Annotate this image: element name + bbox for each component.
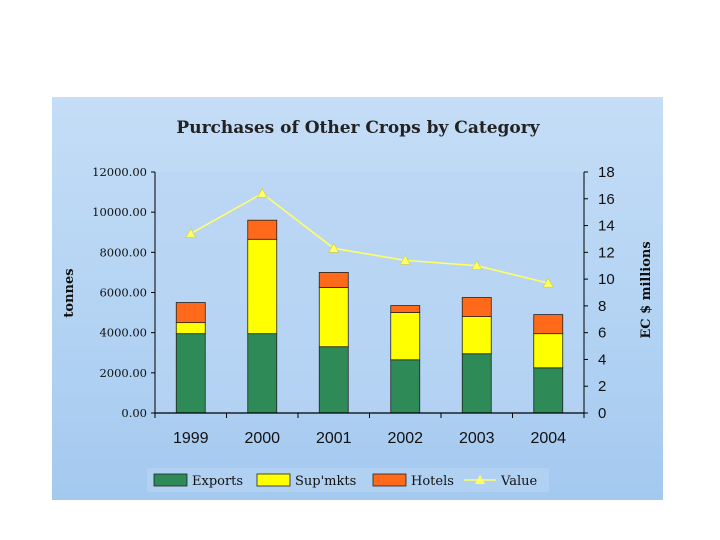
value-point [399, 254, 411, 265]
y-tick-label: 8000.00 [99, 245, 147, 259]
y-tick-label: 0.00 [121, 406, 147, 420]
y2-tick-label: 14 [598, 218, 615, 235]
x-tick-label: 2004 [530, 430, 566, 447]
value-point [471, 260, 483, 271]
legend-label: Hotels [411, 474, 454, 489]
y-tick-label: 4000.00 [99, 326, 147, 340]
bar-segment-exports [247, 333, 278, 414]
bar-segment-supmkts [175, 322, 206, 335]
x-ticks-group: 1999 2000 2001 2002 2003 2004 [154, 413, 585, 447]
value-point [185, 227, 197, 238]
bar-segment-hotels [533, 314, 564, 335]
x-tick-label: 2001 [316, 430, 352, 447]
y2-tick-label: 2 [598, 378, 606, 395]
y2-tick-label: 6 [598, 325, 606, 342]
legend-marker-value [475, 475, 485, 484]
bar-segment-exports [175, 333, 206, 414]
y-axis-title: tonnes [62, 268, 77, 317]
bar-segment-exports [390, 359, 421, 414]
bar-segment-hotels [175, 302, 206, 324]
bar-segment-supmkts [533, 333, 564, 369]
bar-segment-hotels [461, 297, 492, 317]
right-ticks-group: 0 2 4 6 8 10 12 14 16 18 [584, 164, 615, 422]
value-point [542, 277, 554, 288]
stacked-bar-chart: Purchases of Other Crops by Category 0.0… [62, 118, 654, 492]
x-tick-label: 1999 [173, 430, 209, 447]
bar-segment-supmkts [318, 287, 349, 348]
y2-tick-label: 4 [598, 351, 606, 368]
bar-segment-supmkts [247, 238, 278, 335]
bar-segment-hotels [247, 219, 278, 240]
y-tick-label: 6000.00 [99, 286, 147, 300]
legend-label: Exports [192, 474, 243, 489]
x-tick-label: 2000 [244, 430, 280, 447]
plot-area [155, 172, 584, 413]
bar-segment-exports [533, 367, 564, 414]
bar-segment-supmkts [390, 312, 421, 361]
chart-panel: Purchases of Other Crops by Category 0.0… [52, 97, 663, 500]
y2-tick-label: 10 [598, 271, 615, 288]
bar-segment-hotels [390, 305, 421, 313]
x-tick-label: 2002 [387, 430, 423, 447]
chart-title: Purchases of Other Crops by Category [176, 118, 540, 138]
y-tick-label: 10000.00 [92, 205, 147, 219]
y2-tick-label: 18 [598, 164, 615, 181]
legend-swatch [372, 473, 407, 487]
y-tick-label: 2000.00 [99, 366, 147, 380]
y-tick-label: 12000.00 [92, 165, 147, 179]
bar-segment-hotels [318, 272, 349, 288]
legend: Exports Sup'mkts Hotels Value [153, 473, 537, 489]
legend-label: Value [500, 474, 537, 489]
y2-tick-label: 16 [598, 191, 615, 208]
legend-label: Sup'mkts [295, 474, 356, 489]
x-tick-label: 2003 [459, 430, 495, 447]
left-ticks-group: 0.00 2000.00 4000.00 6000.00 8000.00 10000.00… [92, 165, 155, 420]
bar-segment-exports [461, 353, 492, 414]
y2-tick-label: 8 [598, 298, 606, 315]
y2-tick-label: 12 [598, 244, 615, 261]
value-point [256, 187, 268, 198]
bar-segment-exports [318, 346, 349, 414]
value-point [328, 242, 340, 253]
legend-swatch [256, 473, 291, 487]
bars-group [175, 219, 564, 414]
value-line [190, 192, 549, 284]
y2-axis-title: EC $ millions [639, 241, 654, 338]
legend-swatch [153, 473, 188, 487]
value-line-group [185, 187, 554, 288]
y2-tick-label: 0 [598, 405, 606, 422]
bar-segment-supmkts [461, 316, 492, 355]
